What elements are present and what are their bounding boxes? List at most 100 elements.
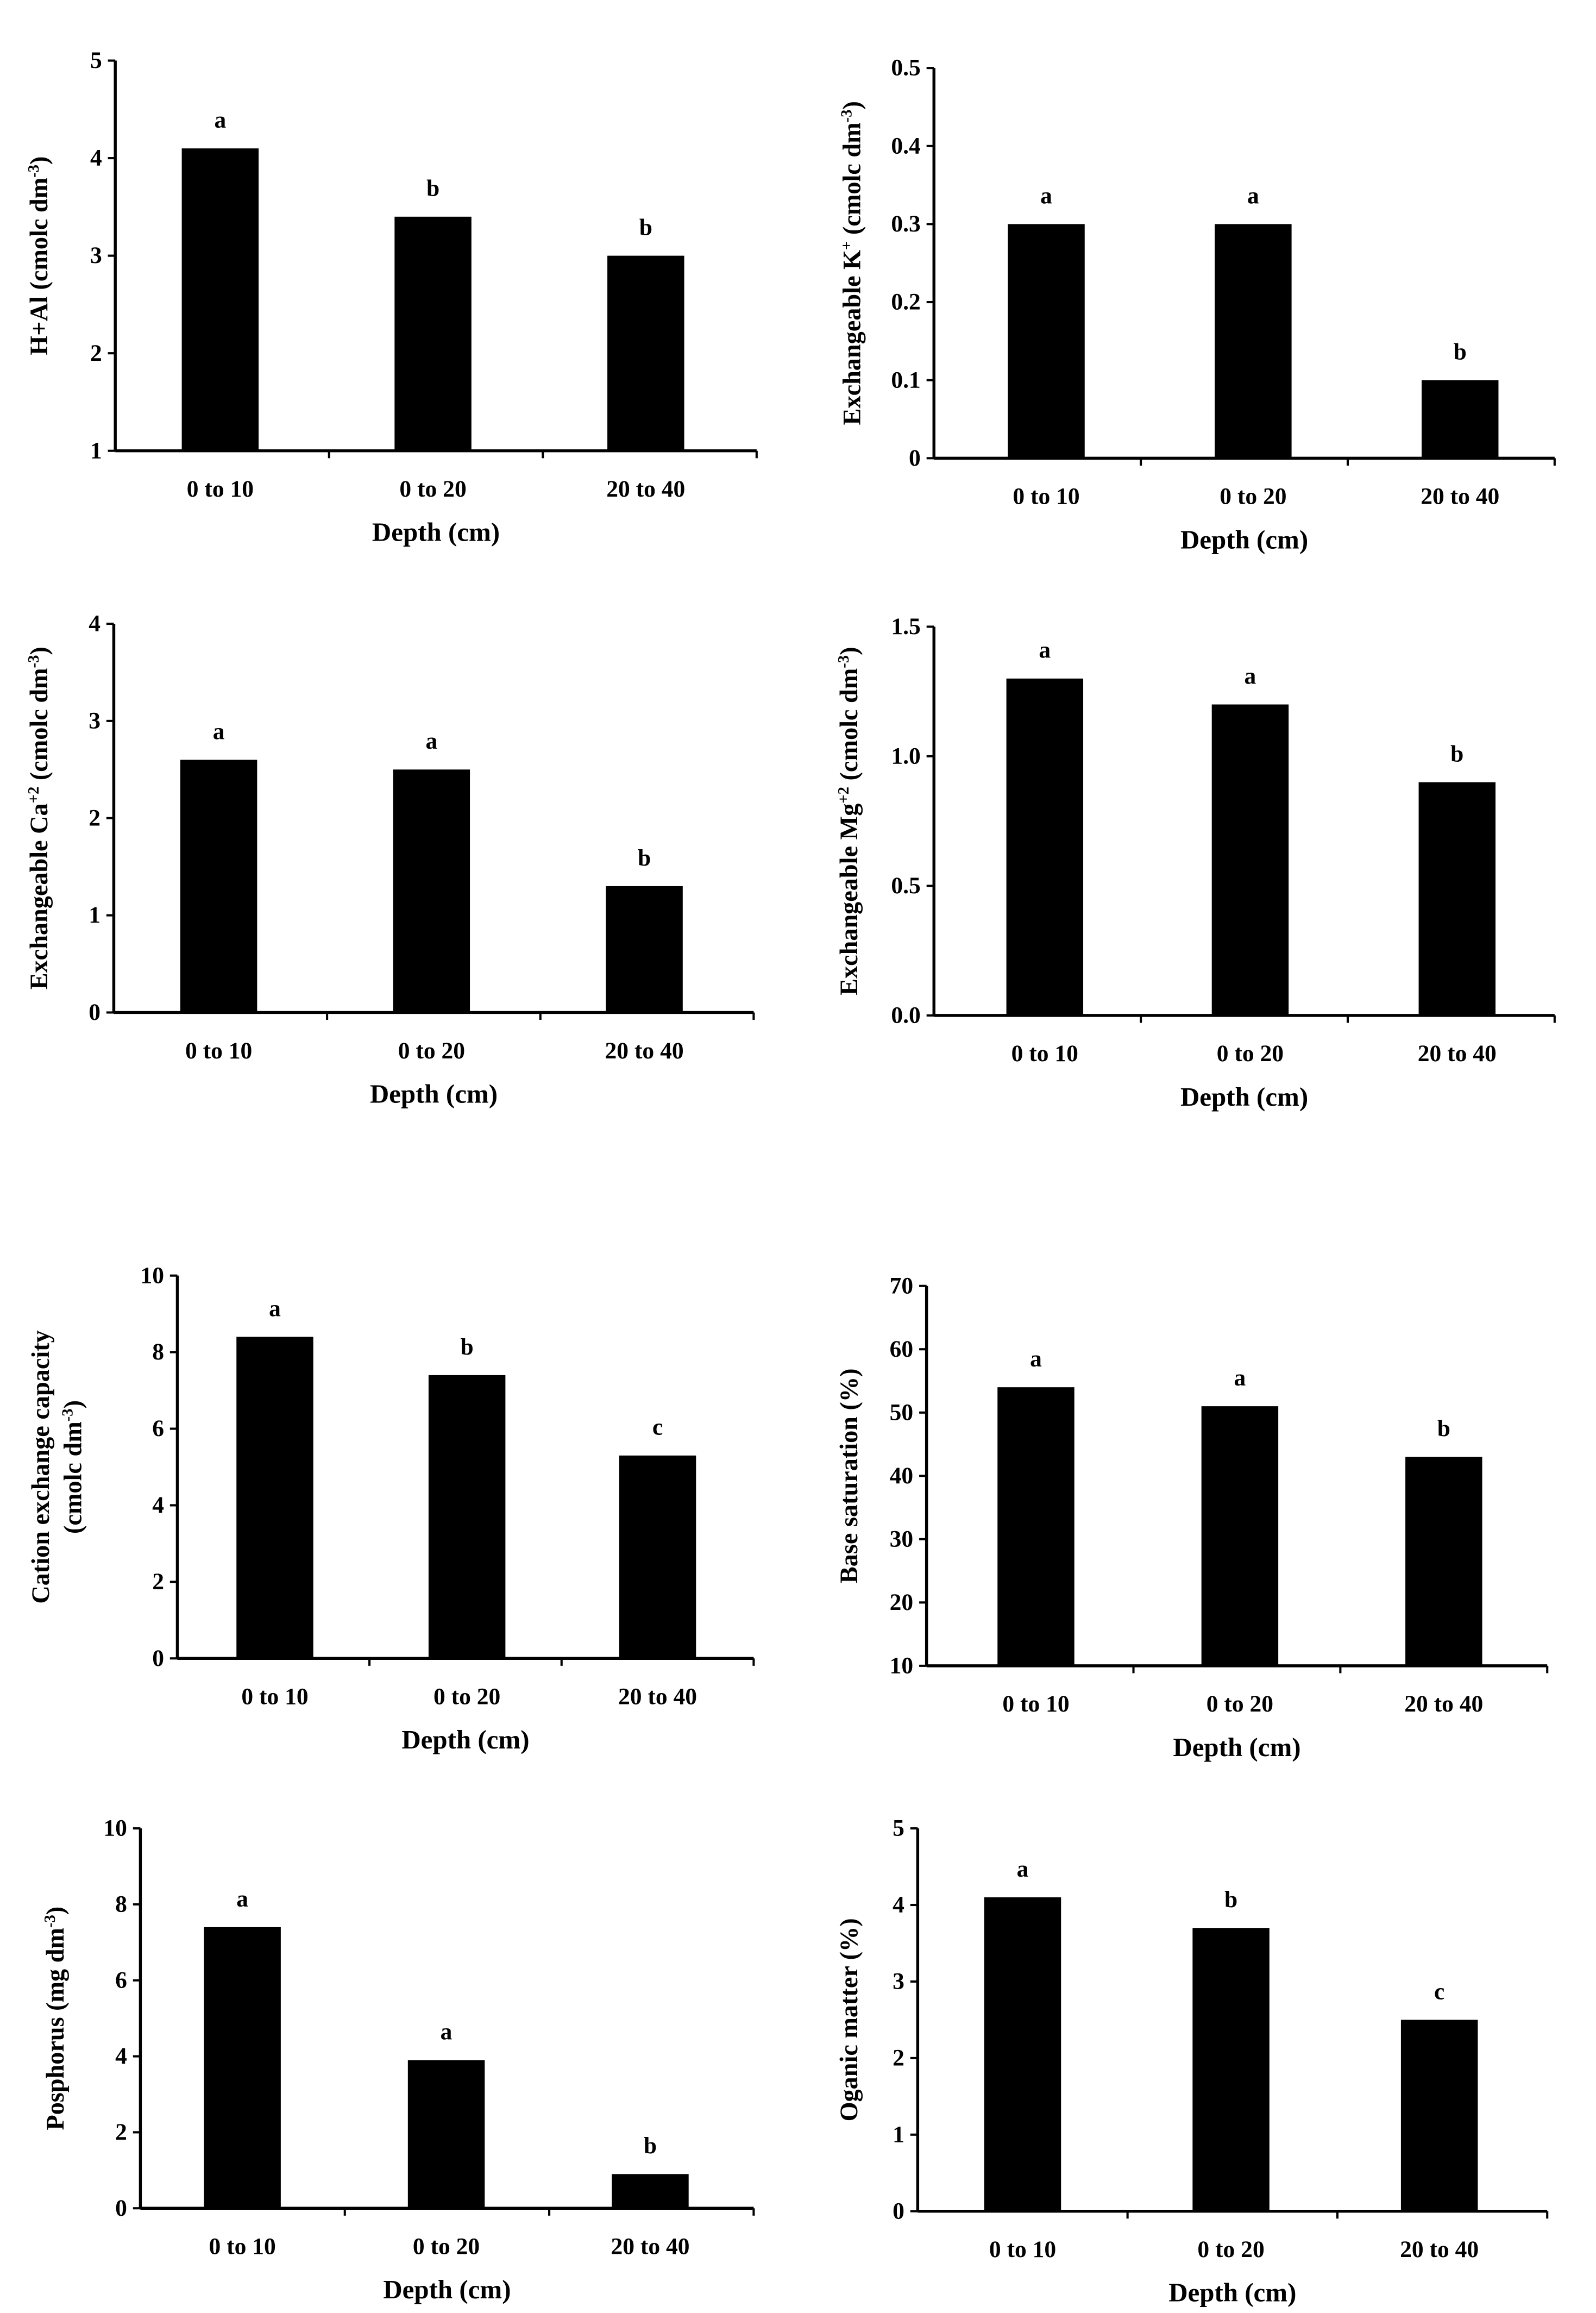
bar-0-to-10	[204, 1927, 281, 2209]
y-tick-label: 8	[115, 1891, 127, 1917]
text-run: (cmolc dm	[838, 122, 866, 241]
x-category-label: 0 to 20	[1217, 1040, 1284, 1067]
bar-20-to-40	[1418, 782, 1496, 1016]
x-category-label: 20 to 40	[618, 1684, 697, 1710]
y-tick-label: 4	[152, 1492, 164, 1518]
bar-20-to-40	[612, 2174, 689, 2209]
bar-0-to-10	[180, 760, 257, 1013]
y-tick-label: 0.0	[891, 1002, 920, 1028]
text-run: +	[838, 241, 855, 250]
bar-20-to-40	[619, 1455, 696, 1659]
y-tick-label: 0	[909, 445, 921, 471]
bar-0-to-10	[1006, 678, 1084, 1016]
significance-letter: b	[426, 175, 439, 202]
text-run: -3	[838, 109, 855, 122]
text-run: )	[42, 1907, 70, 1915]
x-axis-title: Depth (cm)	[1180, 1082, 1308, 1112]
text-run: -3	[41, 1915, 59, 1928]
bar-0-to-20	[1192, 1928, 1270, 2211]
y-tick-label: 1	[89, 902, 100, 928]
x-category-label: 20 to 40	[1400, 2236, 1479, 2262]
y-axis-title: H+Al (cmolc dm-3)	[25, 156, 53, 355]
significance-letter: b	[461, 1334, 474, 1360]
text-run: Exchangeable Ca	[26, 803, 53, 989]
text-run: )	[835, 647, 863, 655]
text-run: Exchangeable K	[838, 250, 866, 425]
bar-20-to-40	[1405, 1457, 1482, 1666]
x-category-label: 0 to 20	[398, 1038, 465, 1064]
bar-0-to-20	[1211, 704, 1289, 1016]
text-run: -3	[25, 165, 42, 178]
x-category-label: 0 to 20	[399, 476, 466, 502]
text-run: )	[838, 101, 866, 109]
chart-phosphorus: 0 2 4 6 8 10 a 0 to 10 a 0 to 20 b 20 to 40 Depth (c…	[41, 1815, 755, 2304]
x-category-label: 0 to 20	[1220, 484, 1286, 510]
bar-20-to-40	[1421, 380, 1499, 459]
bar-0-to-20	[1215, 224, 1292, 459]
text-run: (cmolc dm	[60, 1421, 87, 1534]
y-tick-label: 0.2	[891, 289, 920, 315]
significance-letter: b	[638, 845, 651, 871]
chart-calcium: 0 1 2 3 4 a 0 to 10 a 0 to 20 b 20 to 40 Depth (cm)…	[25, 611, 755, 1108]
significance-letter: c	[652, 1414, 663, 1440]
y-tick-label: 50	[890, 1399, 914, 1425]
text-run: (cmolc dm	[26, 668, 53, 786]
significance-letter: a	[269, 1295, 281, 1321]
y-tick-label: 0.5	[891, 55, 920, 81]
x-category-label: 0 to 10	[209, 2234, 276, 2260]
significance-letter: a	[1039, 637, 1051, 663]
significance-letter: a	[1017, 1856, 1029, 1882]
text-run: -3	[25, 655, 42, 668]
y-tick-label: 0.1	[891, 367, 920, 393]
x-category-label: 0 to 20	[1197, 2236, 1264, 2262]
y-tick-label: 2	[115, 2119, 127, 2145]
y-tick-label: 60	[890, 1336, 914, 1362]
y-tick-label: 0.3	[891, 211, 920, 237]
y-tick-label: 2	[152, 1569, 164, 1595]
x-category-label: 20 to 40	[611, 2234, 689, 2260]
significance-letter: b	[1454, 339, 1467, 365]
y-tick-label: 40	[890, 1463, 914, 1489]
y-tick-label: 4	[893, 1892, 904, 1918]
x-axis-title: Depth (cm)	[1168, 2278, 1296, 2308]
bar-20-to-40	[1400, 2020, 1478, 2211]
x-category-label: 0 to 10	[989, 2236, 1056, 2262]
y-tick-label: 20	[890, 1589, 914, 1615]
y-tick-label: 3	[89, 707, 100, 734]
x-axis-title: Depth (cm)	[1173, 1732, 1300, 1762]
chart-cec: 0 2 4 6 8 10 a 0 to 10 b 0 to 20 c 20 to 40 Depth (c…	[27, 1262, 755, 1754]
significance-letter: a	[214, 107, 226, 133]
text-run: +2	[25, 787, 42, 804]
x-category-label: 0 to 20	[413, 2234, 480, 2260]
y-tick-label: 5	[893, 1815, 904, 1841]
y-tick-label: 8	[152, 1339, 164, 1365]
y-tick-label: 0.5	[891, 873, 920, 899]
x-category-label: 20 to 40	[606, 476, 685, 502]
x-category-label: 0 to 10	[1002, 1691, 1069, 1717]
x-category-label: 0 to 10	[241, 1684, 308, 1710]
y-axis-title: Base saturation (%)	[835, 1369, 863, 1584]
y-tick-label: 4	[90, 145, 102, 171]
significance-letter: a	[441, 2019, 453, 2045]
significance-letter: a	[425, 728, 437, 754]
x-category-label: 0 to 10	[187, 476, 254, 502]
text-run: -3	[59, 1408, 77, 1421]
y-axis-title: Posphorus (mg dm-3)	[41, 1907, 70, 2130]
bar-0-to-10	[984, 1897, 1061, 2211]
significance-letter: b	[644, 2133, 657, 2159]
y-tick-label: 10	[103, 1815, 127, 1841]
x-category-label: 0 to 10	[1011, 1040, 1078, 1067]
y-tick-label: 3	[893, 1969, 904, 1995]
bar-0-to-20	[1201, 1406, 1279, 1666]
y-tick-label: 4	[89, 611, 100, 637]
bar-0-to-20	[407, 2060, 485, 2209]
y-axis-title: Cation exchange capacity	[27, 1330, 55, 1603]
text-run: -3	[835, 655, 852, 668]
chart-magnesium: 0.0 0.5 1.0 1.5 a 0 to 10 a 0 to 20 b 20 to 40 Dep…	[835, 613, 1556, 1112]
text-run: Base saturation (%)	[835, 1369, 863, 1584]
text-run: )	[26, 647, 53, 655]
bar-0-to-10	[181, 148, 259, 451]
y-tick-label: 6	[152, 1415, 164, 1441]
significance-letter: a	[1234, 1365, 1246, 1391]
chart-base-saturation: 10 20 30 40 50 60 70 a 0 to 10 a 0 to 20 b 20 to 40 D…	[835, 1273, 1549, 1762]
